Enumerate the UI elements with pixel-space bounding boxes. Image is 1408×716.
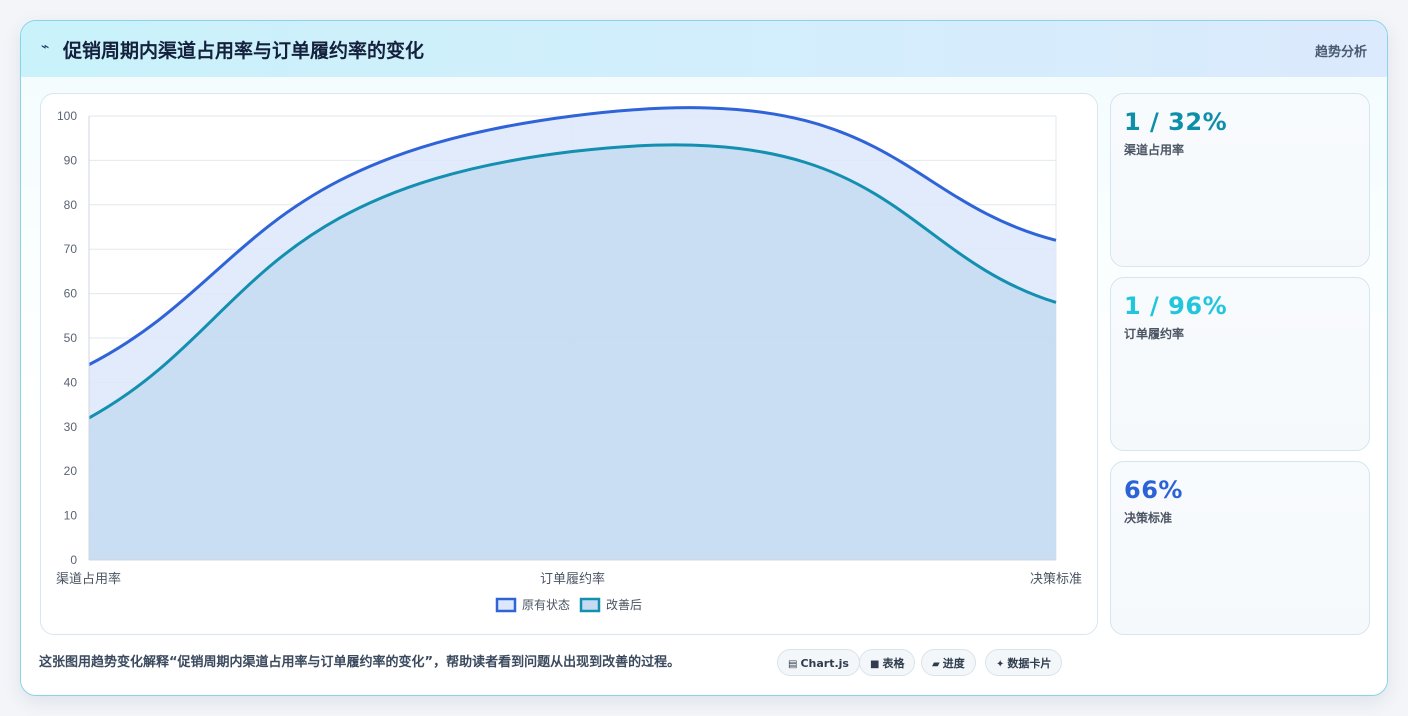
stat-label: 决策标准	[1124, 511, 1173, 525]
legend-label: 原有状态	[522, 598, 570, 612]
y-tick-label: 100	[57, 109, 77, 123]
y-tick-label: 0	[70, 553, 77, 567]
stat-value: 66%	[1124, 476, 1183, 504]
y-tick-label: 80	[64, 198, 78, 212]
x-tick-label: 订单履约率	[540, 571, 605, 587]
stat-value: 1 / 32%	[1124, 108, 1228, 136]
area-chart: 0 10 20 30 40 50 60 70 80 90 100 渠道占用率 订单履约率 决策标准原有状态…	[56, 106, 1082, 613]
chip-label: 进度	[942, 657, 965, 670]
x-tick-label: 决策标准	[1030, 571, 1082, 587]
chart-icon: ▤	[788, 659, 798, 670]
stat-value: 1 / 96%	[1124, 292, 1228, 320]
card-icon: ✦	[996, 659, 1005, 670]
chip-chartjs[interactable]: ▤ Chart.js	[777, 649, 860, 676]
page-title: 促销周期内渠道占用率与订单履约率的变化	[63, 40, 425, 62]
area-fill-2	[89, 144, 1056, 560]
progress-icon: ▰	[932, 659, 940, 670]
y-tick-label: 90	[64, 153, 78, 167]
stat-label: 订单履约率	[1124, 327, 1185, 341]
table-icon: ■	[870, 659, 880, 670]
y-tick-label: 20	[64, 464, 78, 478]
chart-card: ⌁ 促销周期内渠道占用率与订单履约率的变化 趋势分析 0 10 20 30 40 50 60…	[20, 20, 1388, 696]
chip-table[interactable]: ■ 表格	[859, 649, 916, 676]
chart-description: 这张图用趋势变化解释“促销周期内渠道占用率与订单履约率的变化”，帮助读者看到问题…	[39, 655, 681, 670]
trend-analysis-tag: 趋势分析	[1314, 45, 1367, 60]
series-line-1	[88, 106, 1057, 366]
y-tick-label: 70	[64, 242, 78, 256]
card-header: ⌁ 促销周期内渠道占用率与订单履约率的变化 趋势分析	[21, 21, 1387, 77]
y-tick-label: 50	[64, 331, 78, 345]
legend-label: 改善后	[606, 597, 642, 612]
y-tick-label: 10	[64, 509, 78, 523]
y-tick-label: 40	[64, 375, 78, 389]
chip-data-card[interactable]: ✦ 数据卡片	[985, 649, 1063, 676]
chart-panel: 0 10 20 30 40 50 60 70 80 90 100 渠道占用率 订单履约率 决策标准原有状态…	[40, 93, 1098, 635]
stat-card-channel: 1 / 32% 渠道占用率	[1110, 93, 1370, 267]
legend-swatch	[579, 597, 601, 613]
stat-card-decision: 66% 决策标准	[1110, 461, 1370, 635]
y-tick-label: 60	[64, 287, 78, 301]
x-tick-label: 渠道占用率	[56, 571, 121, 587]
legend-swatch	[495, 597, 517, 613]
chip-label: 数据卡片	[1007, 657, 1052, 670]
chip-label: Chart.js	[800, 657, 849, 670]
chip-label: 表格	[882, 657, 905, 670]
stat-card-fulfillment: 1 / 96% 订单履约率	[1110, 277, 1370, 451]
chip-progress[interactable]: ▰ 进度	[921, 649, 976, 676]
y-tick-label: 30	[64, 420, 78, 434]
stat-label: 渠道占用率	[1124, 143, 1185, 157]
sparkline-icon: ⌁	[41, 39, 50, 55]
